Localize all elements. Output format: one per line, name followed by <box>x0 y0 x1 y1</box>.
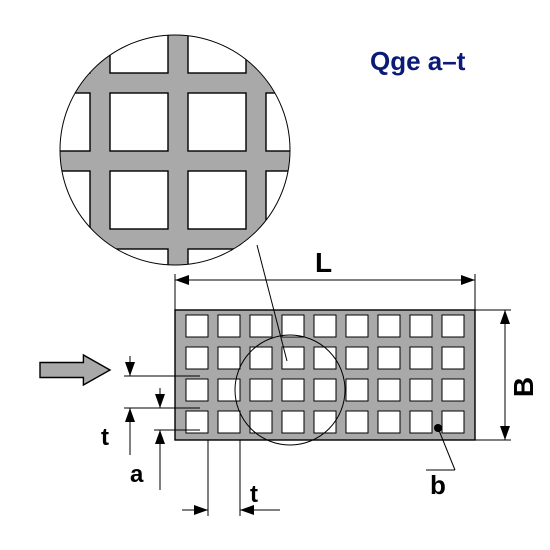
dimension-L: L <box>175 247 475 310</box>
svg-text:L: L <box>315 247 332 278</box>
diagram-canvas: Qge a–t L B t a t b <box>0 0 550 550</box>
direction-arrow-icon <box>40 355 110 385</box>
svg-text:b: b <box>430 470 446 500</box>
svg-text:a: a <box>130 461 144 488</box>
svg-text:t: t <box>250 481 258 508</box>
svg-text:B: B <box>508 377 539 397</box>
dimension-B: B <box>475 310 539 440</box>
svg-text:t: t <box>101 424 109 451</box>
dimension-t-horizontal: t <box>182 440 280 516</box>
diagram-title: Qge a–t <box>370 46 466 76</box>
perforated-panel <box>175 310 475 440</box>
